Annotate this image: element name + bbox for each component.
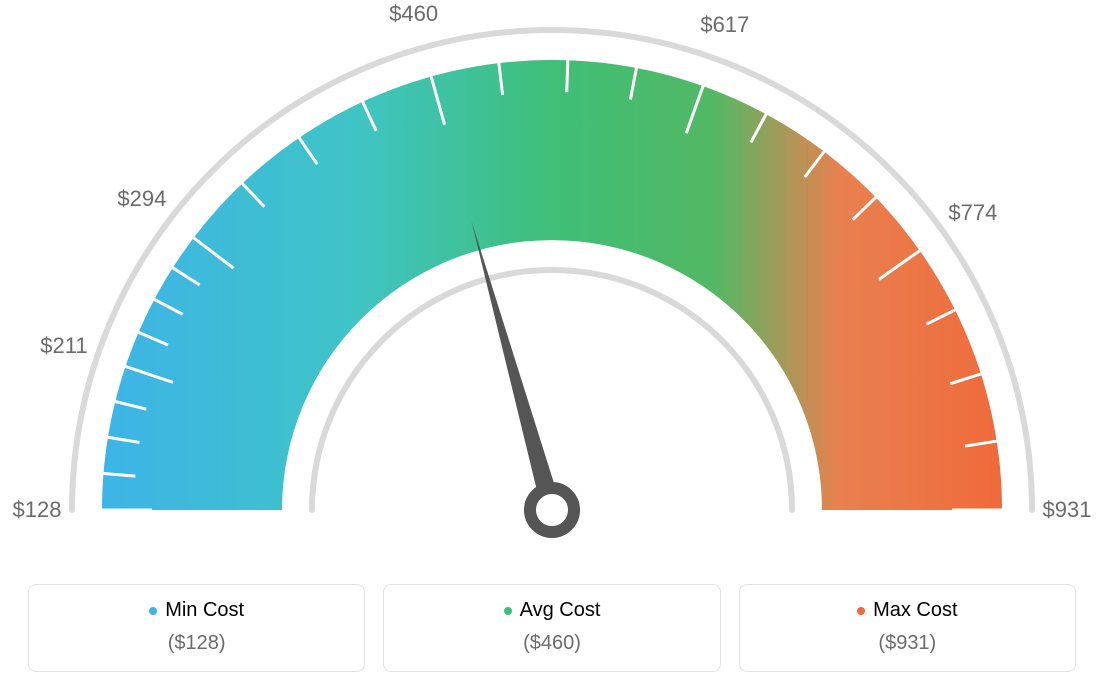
- gauge-tick-label: $128: [13, 497, 62, 523]
- legend-value: ($128): [39, 632, 354, 655]
- legend-label: Avg Cost: [520, 599, 601, 622]
- dot-icon: [149, 607, 157, 615]
- legend-label: Max Cost: [873, 599, 957, 622]
- gauge-tick-label: $294: [117, 186, 166, 212]
- gauge-tick-label: $774: [948, 200, 997, 226]
- gauge-tick-label: $460: [389, 1, 438, 27]
- legend-label: Min Cost: [165, 599, 244, 622]
- gauge-tick-label: $617: [700, 12, 749, 38]
- dot-icon: [504, 607, 512, 615]
- legend-row: Min Cost ($128) Avg Cost ($460) Max Cost…: [0, 584, 1104, 672]
- legend-value: ($931): [750, 632, 1065, 655]
- legend-title-avg: Avg Cost: [504, 599, 601, 622]
- legend-title-max: Max Cost: [857, 599, 957, 622]
- legend-value: ($460): [394, 632, 709, 655]
- gauge-svg: [0, 0, 1104, 560]
- gauge-chart: $128 $211 $294 $460 $617 $774 $931: [0, 0, 1104, 560]
- legend-card-min: Min Cost ($128): [28, 584, 365, 672]
- gauge-tick-label: $211: [40, 333, 87, 359]
- gauge-tick-label: $931: [1043, 497, 1092, 523]
- legend-card-max: Max Cost ($931): [739, 584, 1076, 672]
- dot-icon: [857, 607, 865, 615]
- legend-title-min: Min Cost: [149, 599, 244, 622]
- legend-card-avg: Avg Cost ($460): [383, 584, 720, 672]
